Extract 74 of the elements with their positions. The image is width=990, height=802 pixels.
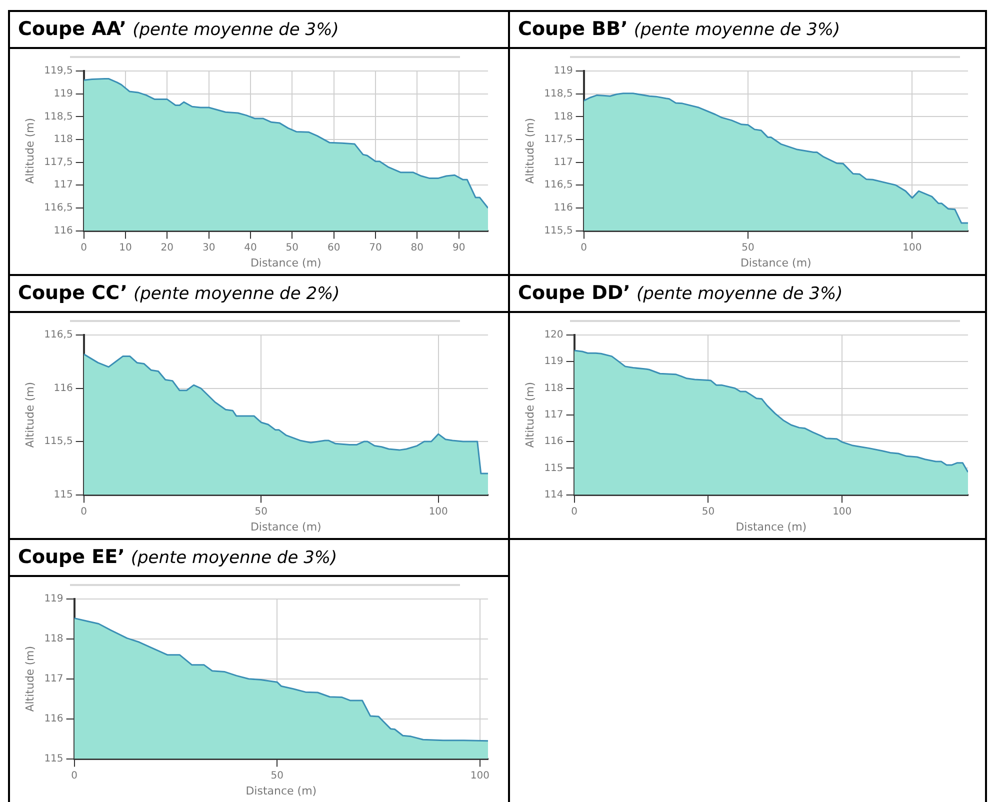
y-tick-label: 118 [554,111,573,122]
x-tick-label: 60 [327,242,340,254]
x-axis-title: Distance (m) [250,520,322,534]
y-tick-label: 116,5 [544,180,573,191]
x-axis-title: Distance (m) [246,784,317,798]
y-tick-label: 115 [44,753,64,764]
chart-subtitle: (pente moyenne de 3%) [132,20,339,40]
x-tick-label: 30 [202,242,216,254]
chart-title: Coupe BB’ [518,18,628,40]
x-tick-label: 50 [270,770,284,782]
y-tick-label: 118,5 [544,88,573,100]
x-tick-label: 10 [119,242,132,254]
y-tick-label: 118,5 [44,111,73,122]
x-tick-label: 0 [71,770,78,782]
y-tick-label: 116 [44,713,64,724]
x-tick-label: 100 [470,770,490,782]
x-tick-label: 100 [428,506,448,518]
y-tick-label: 116 [54,225,73,236]
y-tick-label: 117,5 [544,134,573,146]
x-tick-label: 20 [160,242,174,254]
x-tick-label: 50 [286,242,299,254]
chart-title: Coupe DD’ [518,282,630,304]
y-tick-label: 117,5 [44,156,73,168]
x-tick-label: 80 [410,242,424,254]
y-tick-label: 119 [54,88,73,100]
y-tick-label: 116 [544,436,564,448]
chart-subtitle: (pente moyenne de 3%) [634,20,840,40]
y-tick-label: 119,5 [44,66,73,77]
y-axis-title: Altitude (m) [23,382,36,448]
x-tick-label: 0 [571,506,578,518]
x-tick-label: 50 [742,242,754,254]
y-tick-label: 118 [544,382,564,394]
chart-subtitle: (pente moyenne de 3%) [636,284,843,304]
y-axis-title: Altitude (m) [523,118,536,184]
x-tick-label: 50 [254,506,268,518]
y-tick-label: 115 [544,462,564,474]
y-tick-label: 115,5 [44,436,73,448]
x-axis-title: Distance (m) [736,520,807,534]
x-tick-label: 40 [244,242,257,254]
x-tick-label: 100 [902,242,922,254]
y-tick-label: 116 [54,382,73,394]
y-tick-label: 119 [44,594,64,605]
y-tick-label: 120 [544,330,564,341]
y-tick-label: 117 [554,156,573,168]
x-tick-label: 90 [452,242,466,254]
y-axis-title: Altitude (m) [23,646,36,712]
x-tick-label: 100 [832,506,852,518]
y-tick-label: 116,5 [44,330,73,341]
y-axis-title: Altitude (m) [23,118,36,184]
y-tick-label: 114 [544,489,564,500]
chart-title: Coupe EE’ [18,546,125,568]
chart-title: Coupe CC’ [18,282,128,304]
x-tick-label: 50 [702,506,715,518]
y-tick-label: 118 [54,134,73,146]
y-tick-label: 118 [44,634,64,645]
chart-subtitle: (pente moyenne de 3%) [130,548,338,568]
chart-subtitle: (pente moyenne de 2%) [133,284,340,304]
x-axis-title: Distance (m) [250,256,322,270]
y-tick-label: 115 [54,489,73,500]
y-tick-label: 116 [554,202,573,214]
x-tick-label: 70 [369,242,382,254]
y-tick-label: 119 [554,66,573,77]
x-tick-label: 0 [80,242,88,254]
y-tick-label: 115,5 [544,225,573,236]
x-axis-title: Distance (m) [740,256,812,270]
y-tick-label: 116,5 [44,202,73,214]
y-axis-title: Altitude (m) [523,382,536,448]
x-tick-label: 0 [80,506,88,518]
y-tick-label: 119 [544,356,564,368]
chart-title: Coupe AA’ [18,18,127,40]
y-tick-label: 117 [544,409,564,420]
y-tick-label: 117 [44,673,64,684]
y-tick-label: 117 [54,180,73,191]
x-tick-label: 0 [580,242,588,254]
